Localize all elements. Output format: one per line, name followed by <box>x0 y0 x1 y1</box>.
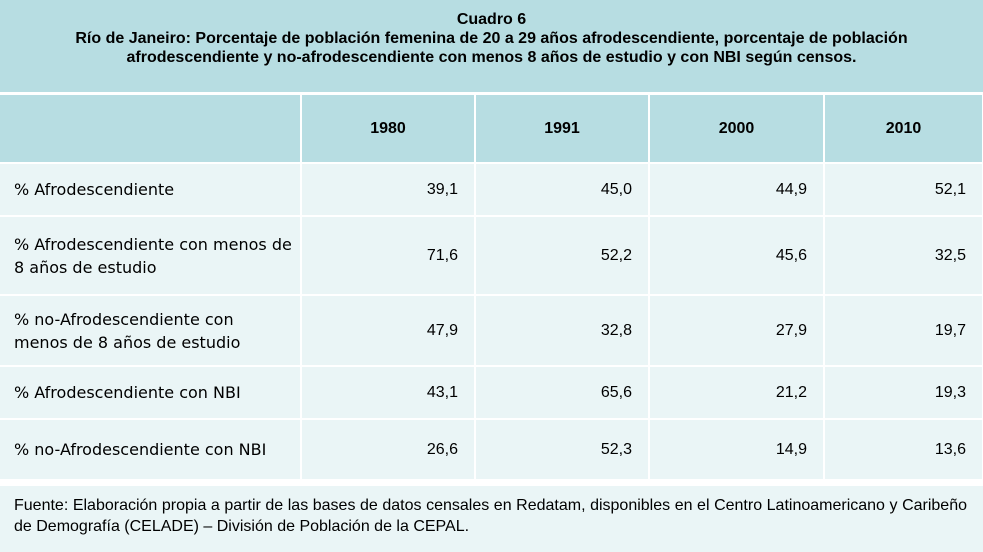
cell-value: 21,2 <box>649 366 825 420</box>
header-empty <box>0 95 302 164</box>
cell-value: 27,9 <box>649 295 825 367</box>
table-title-block: Cuadro 6 Río de Janeiro: Porcentaje de p… <box>0 0 983 92</box>
row-label: % no-Afrodescendiente con menos de 8 año… <box>0 295 302 367</box>
table-title: Río de Janeiro: Porcentaje de población … <box>75 30 908 66</box>
header-1991: 1991 <box>475 95 650 164</box>
cell-value: 32,8 <box>475 295 650 367</box>
table-row: % Afrodescendiente con menos de 8 años d… <box>0 216 983 296</box>
cell-value: 52,2 <box>475 216 650 296</box>
cell-value: 26,6 <box>301 419 476 481</box>
cell-value: 45,6 <box>649 216 825 296</box>
cell-value: 39,1 <box>301 163 476 217</box>
row-label: % Afrodescendiente con NBI <box>0 366 302 420</box>
table-row: % no-Afrodescendiente con menos de 8 año… <box>0 295 983 367</box>
row-label: % Afrodescendiente con menos de 8 años d… <box>0 216 302 296</box>
cell-value: 44,9 <box>649 163 825 217</box>
cell-value: 65,6 <box>475 366 650 420</box>
header-row: 1980 1991 2000 2010 <box>0 95 983 164</box>
cell-value: 13,6 <box>824 419 983 481</box>
cell-value: 19,7 <box>824 295 983 367</box>
cell-value: 47,9 <box>301 295 476 367</box>
table-row: % Afrodescendiente con NBI 43,1 65,6 21,… <box>0 366 983 420</box>
header-1980: 1980 <box>301 95 476 164</box>
cell-value: 45,0 <box>475 163 650 217</box>
cell-value: 14,9 <box>649 419 825 481</box>
source-note: Fuente: Elaboración propia a partir de l… <box>0 486 983 552</box>
row-label: % Afrodescendiente <box>0 163 302 217</box>
cell-value: 52,3 <box>475 419 650 481</box>
table-row: % Afrodescendiente 39,1 45,0 44,9 52,1 <box>0 163 983 217</box>
cell-value: 71,6 <box>301 216 476 296</box>
table-number: Cuadro 6 <box>456 11 527 28</box>
census-table: 1980 1991 2000 2010 % Afrodescendiente 3… <box>0 95 983 481</box>
cell-value: 19,3 <box>824 366 983 420</box>
header-2010: 2010 <box>824 95 983 164</box>
cell-value: 43,1 <box>301 366 476 420</box>
row-label: % no-Afrodescendiente con NBI <box>0 419 302 481</box>
cell-value: 52,1 <box>824 163 983 217</box>
cell-value: 32,5 <box>824 216 983 296</box>
table-row: % no-Afrodescendiente con NBI 26,6 52,3 … <box>0 419 983 481</box>
header-2000: 2000 <box>649 95 825 164</box>
